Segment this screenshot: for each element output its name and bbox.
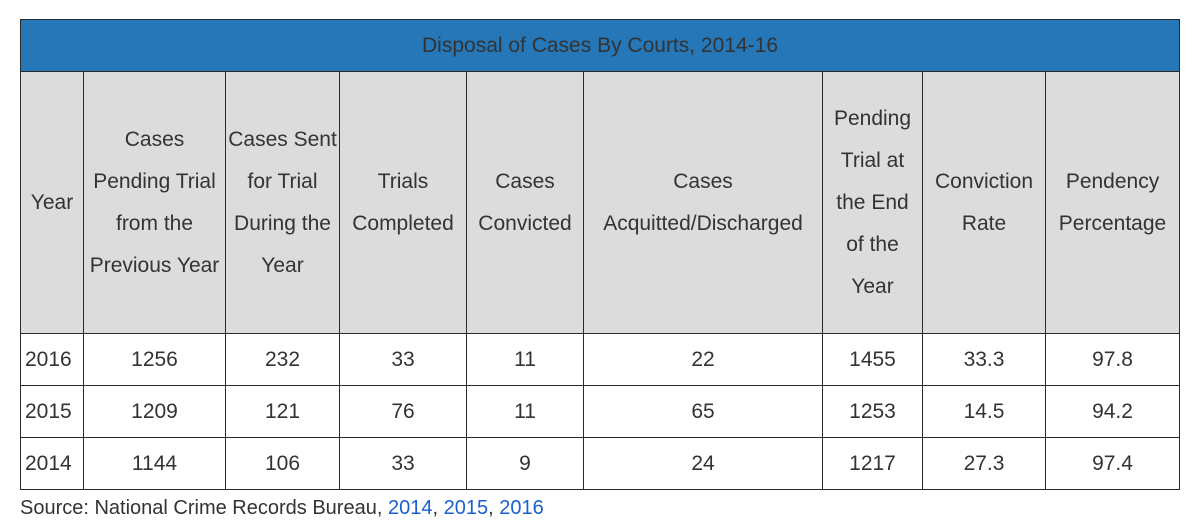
table-cell: 121 [225, 385, 340, 438]
table-title-row: Disposal of Cases By Courts, 2014-16 [19, 19, 1181, 72]
table-cell: 97.8 [1044, 333, 1181, 386]
table-row: 2016 1256 232 33 11 22 1455 33.3 97.8 [20, 333, 1181, 386]
table-cell: 11 [466, 385, 584, 438]
table-cell-year: 2014 [20, 437, 84, 490]
table-cell: 14.5 [922, 385, 1046, 438]
table-cell-year: 2016 [20, 333, 84, 386]
column-header-acquitted-discharged: Cases Acquitted/Discharged [583, 71, 823, 334]
table-cell: 97.4 [1044, 437, 1181, 490]
source-link-2014[interactable]: 2014 [387, 497, 433, 519]
table-cell: 1217 [822, 437, 923, 490]
table-cell: 33.3 [922, 333, 1046, 386]
source-separator: , [432, 497, 444, 519]
table-cell: 9 [466, 437, 584, 490]
table-cell: 33 [339, 333, 467, 386]
column-header-trials-completed: Trials Completed [339, 71, 467, 334]
column-header-pending-end-of-year: Pending Trial at the End of the Year [822, 71, 923, 334]
table-cell: 76 [339, 385, 467, 438]
column-header-cases-convicted: Cases Convicted [466, 71, 584, 334]
source-link-2015[interactable]: 2015 [443, 497, 489, 519]
column-header-pendency-percentage: Pendency Percentage [1044, 71, 1181, 334]
table-cell: 1256 [83, 333, 226, 386]
source-prefix: Source: National Crime Records Bureau, [20, 497, 388, 519]
column-header-conviction-rate: Conviction Rate [922, 71, 1046, 334]
table-cell: 65 [583, 385, 823, 438]
table-title: Disposal of Cases By Courts, 2014-16 [19, 19, 1181, 72]
table-cell: 11 [466, 333, 584, 386]
table-cell: 1144 [83, 437, 226, 490]
cases-table-container: Disposal of Cases By Courts, 2014-16 Yea… [19, 19, 1181, 490]
table-cell: 27.3 [922, 437, 1046, 490]
table-cell: 232 [225, 333, 340, 386]
disposal-of-cases-table: Disposal of Cases By Courts, 2014-16 Yea… [19, 19, 1181, 490]
column-header-sent-for-trial: Cases Sent for Trial During the Year [225, 71, 340, 334]
table-header-row: Year Cases Pending Trial from the Previo… [20, 71, 1181, 334]
source-link-2016[interactable]: 2016 [499, 497, 544, 519]
table-cell: 22 [583, 333, 823, 386]
table-cell: 106 [225, 437, 340, 490]
table-cell-year: 2015 [20, 385, 84, 438]
table-cell: 1455 [822, 333, 923, 386]
table-row: 2014 1144 106 33 9 24 1217 27.3 97.4 [20, 437, 1181, 490]
column-header-pending-previous: Cases Pending Trial from the Previous Ye… [83, 71, 226, 334]
table-cell: 94.2 [1044, 385, 1181, 438]
source-separator: , [488, 497, 500, 519]
table-cell: 33 [339, 437, 467, 490]
table-row: 2015 1209 121 76 11 65 1253 14.5 94.2 [20, 385, 1181, 438]
table-cell: 24 [583, 437, 823, 490]
table-cell: 1253 [822, 385, 923, 438]
source-note: Source: National Crime Records Bureau, 2… [20, 497, 544, 520]
column-header-year: Year [20, 71, 84, 334]
table-cell: 1209 [83, 385, 226, 438]
